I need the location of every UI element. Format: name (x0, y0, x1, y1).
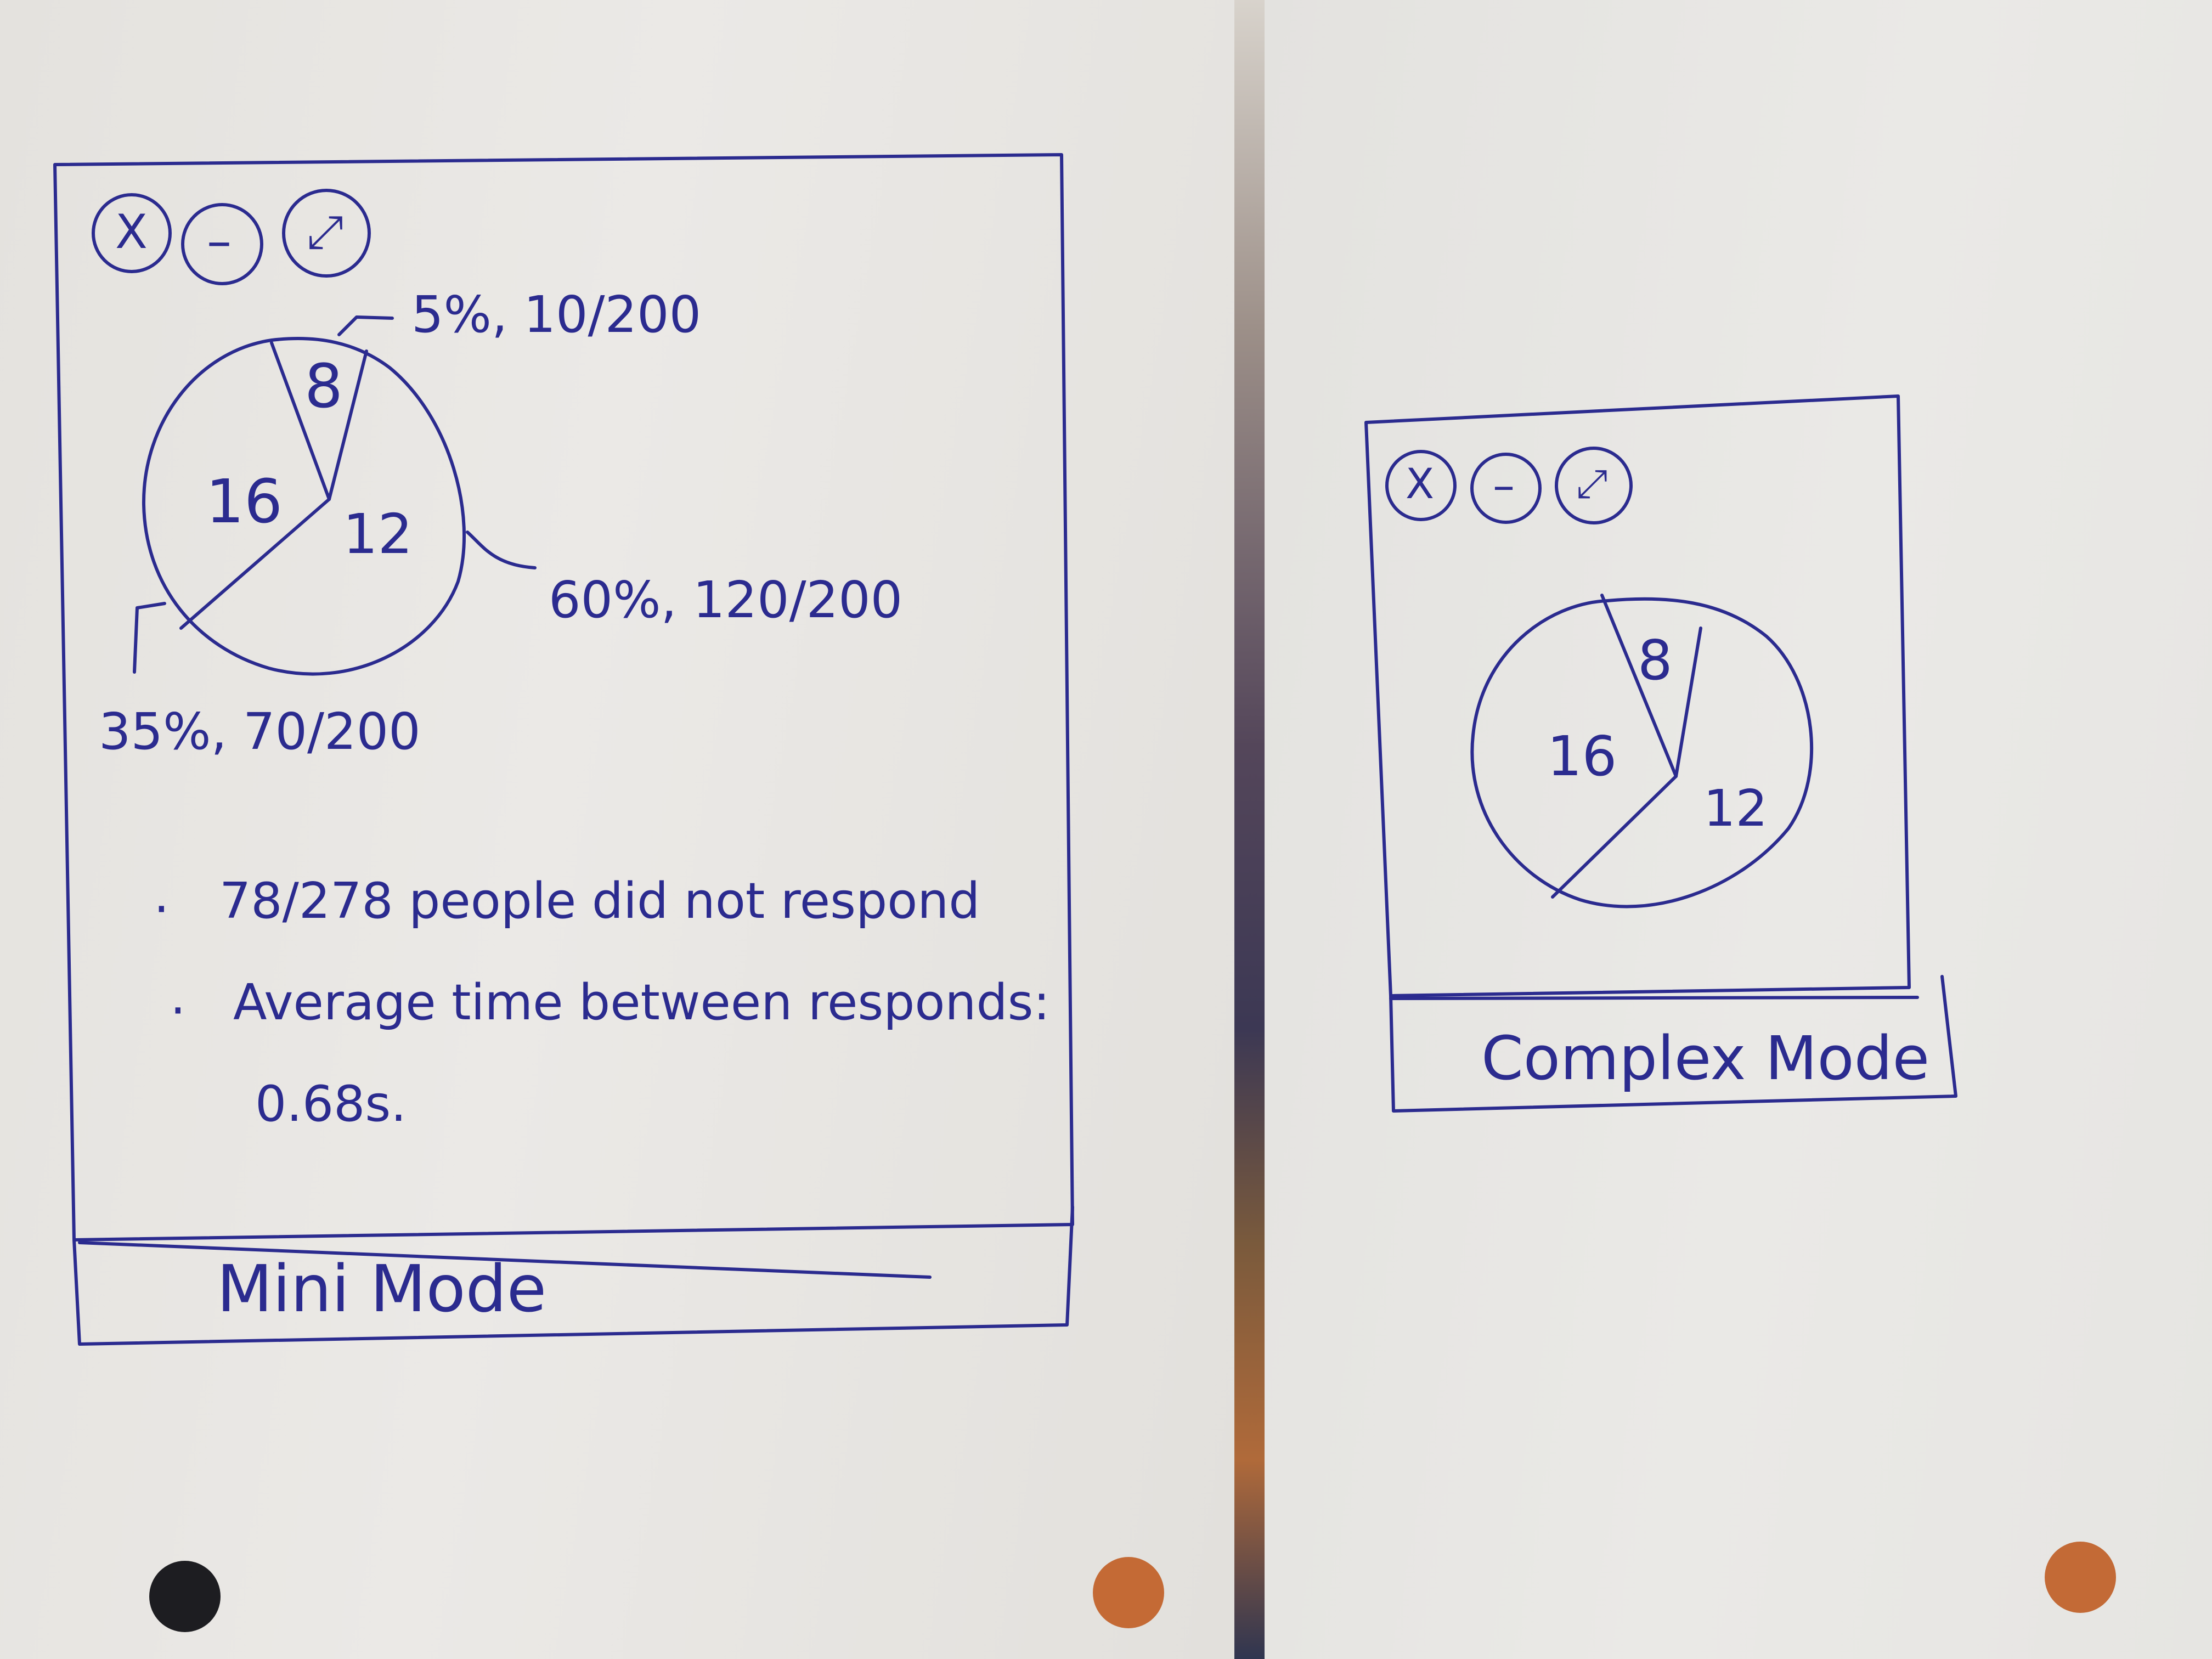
minimize-button[interactable]: – (1472, 454, 1540, 522)
paper-sheet-right (1265, 0, 2212, 1659)
close-button[interactable]: X (93, 195, 170, 272)
mini-mode-label: Mini Mode (217, 1251, 547, 1327)
complex-window-controls-circles (1385, 447, 1633, 524)
stat-no-response: 78/278 people did not respond (219, 872, 980, 930)
pie-divider (328, 349, 368, 501)
pie-slice-label: 12 (1703, 779, 1768, 838)
punch-hole (149, 1561, 221, 1632)
expand-button[interactable]: ⤢ (284, 190, 369, 276)
complex-pie-chart (1470, 594, 1813, 909)
pie-divider (1551, 775, 1678, 899)
pie-annotation: 35%, 70/200 (99, 702, 421, 761)
complex-window-frame (1364, 394, 1957, 1113)
pie-annotation: 5%, 10/200 (411, 285, 702, 344)
pie-slice-label: 8 (1638, 628, 1673, 692)
pie-divider (1600, 594, 1678, 778)
close-icon: X (115, 205, 148, 259)
punch-hole (2045, 1542, 2116, 1613)
mini-window-frame (53, 153, 1074, 1346)
mini-window-controls-circles (92, 189, 371, 285)
close-icon: X (1406, 459, 1435, 508)
background-gap (1234, 0, 1265, 1659)
expand-icon: ⤢ (307, 205, 344, 258)
pie-slice-label: 12 (343, 502, 413, 566)
pie-annotation: 60%, 120/200 (549, 571, 903, 629)
complex-mode-label: Complex Mode (1481, 1023, 1930, 1093)
pie-slice-label: 16 (1547, 724, 1617, 788)
punch-hole (1093, 1557, 1164, 1628)
minimize-icon: – (207, 212, 232, 270)
complex-mode-tab[interactable]: Complex Mode (1393, 1001, 1942, 1105)
mini-mode-tab[interactable]: Mini Mode (88, 1245, 1059, 1333)
pie-slice-label: 16 (206, 466, 283, 537)
expand-button[interactable]: ⤢ (1556, 448, 1631, 523)
pie-divider (270, 341, 331, 501)
annotation-leader (133, 602, 166, 674)
expand-icon: ⤢ (1576, 460, 1608, 506)
minimize-button[interactable]: – (183, 205, 262, 284)
annotation-leader (466, 531, 537, 569)
minimize-icon: – (1493, 460, 1515, 511)
bullet-dot: · (154, 881, 170, 938)
stat-average-time: Average time between responds: (233, 974, 1050, 1031)
annotation-leader (337, 315, 394, 336)
mini-pie-chart (133, 315, 537, 676)
pie-divider (1674, 627, 1702, 778)
bullet-dot: · (170, 982, 186, 1040)
close-button[interactable]: X (1387, 452, 1455, 520)
pie-divider (179, 498, 331, 630)
paper-sheet-left (0, 0, 1234, 1659)
pie-slice-label: 8 (304, 351, 343, 421)
stat-average-time-value: 0.68s. (255, 1075, 407, 1133)
